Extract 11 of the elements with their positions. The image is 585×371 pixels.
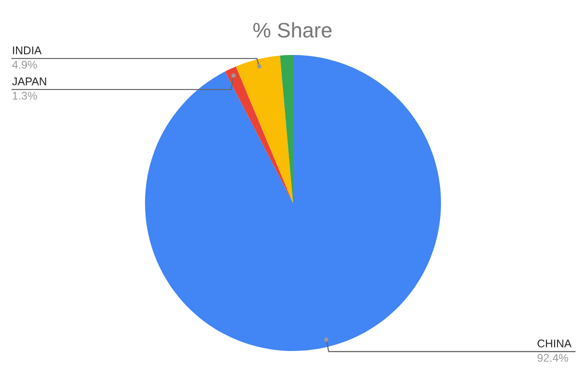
data-label: 4.9% <box>12 60 37 69</box>
data-label: 1.3% <box>12 92 37 100</box>
pie-slice <box>280 55 293 203</box>
slice-label: JAPAN <box>12 78 46 86</box>
pie-slice <box>145 55 441 351</box>
data-label: 92.4% <box>538 354 568 362</box>
chart-title: % Share <box>253 22 332 38</box>
pie-slice <box>236 56 293 203</box>
slice-label: CHINA <box>538 340 572 348</box>
pie-slice <box>224 66 293 203</box>
slice-label: INDIA <box>13 46 42 54</box>
